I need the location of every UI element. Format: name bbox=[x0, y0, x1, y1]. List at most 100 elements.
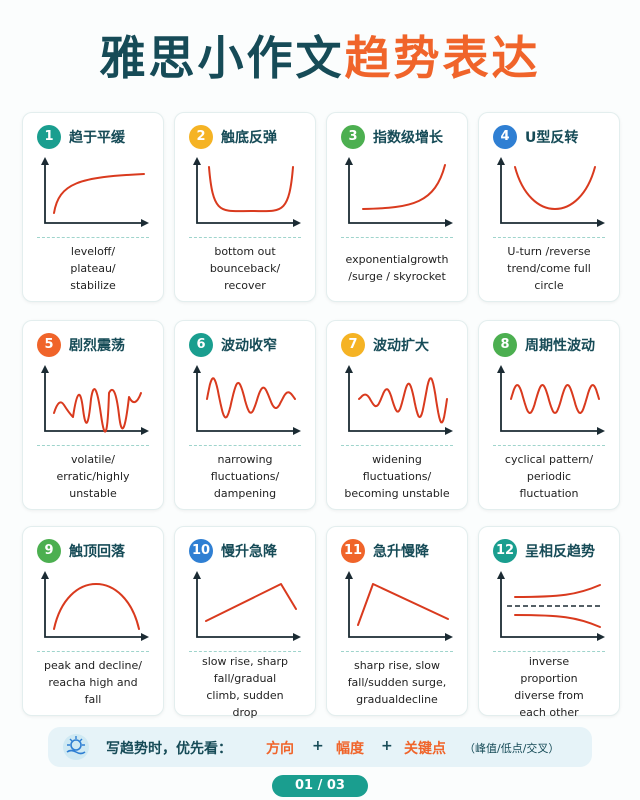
description-line: becoming unstable bbox=[344, 487, 450, 500]
trend-card: 7 波动扩大 widening fluctuations/becoming unsta… bbox=[326, 320, 468, 510]
separator bbox=[493, 237, 605, 238]
title: 雅思小作文趋势表达 bbox=[0, 22, 640, 88]
description-line: proportion bbox=[520, 672, 578, 685]
axes bbox=[348, 573, 451, 638]
trend-card: 8 周期性波动 cyclical pattern/periodic fluctuati… bbox=[478, 320, 620, 510]
description-line: reacha high and bbox=[48, 676, 138, 689]
trend-graph bbox=[41, 571, 149, 641]
trend-graph bbox=[41, 365, 149, 435]
trend-graph bbox=[497, 157, 605, 227]
axes bbox=[500, 367, 603, 432]
trend-graph bbox=[345, 571, 453, 641]
trend-card: 4 U型反转 U-turn /reverse trend/come full circl… bbox=[478, 112, 620, 302]
card-number: 10 bbox=[189, 539, 213, 563]
curve-group bbox=[208, 166, 294, 213]
trend-graph bbox=[193, 365, 301, 435]
description-line: inverse bbox=[528, 655, 570, 668]
tip-note: （峰值/低点/交叉） bbox=[464, 742, 560, 755]
description-line: stabilize bbox=[70, 279, 116, 292]
separator bbox=[341, 445, 453, 446]
description-line: leveloff/ bbox=[70, 245, 116, 258]
trend-graph bbox=[345, 365, 453, 435]
description: exponentialgrowth/surge / skyrocket bbox=[331, 251, 463, 285]
arrow bbox=[497, 157, 605, 227]
arrow bbox=[193, 365, 301, 435]
card-title: 触顶回落 bbox=[69, 544, 125, 560]
description: leveloff/plateau/stabilize bbox=[27, 243, 159, 294]
description-line: trend/come full bbox=[507, 262, 591, 275]
description-line: fluctuation bbox=[519, 487, 579, 500]
description-line: bounceback/ bbox=[209, 262, 281, 275]
tip-bar: 写趋势时，优先看： 方向 + 幅度 + 关键点 （峰值/低点/交叉） bbox=[48, 727, 592, 767]
trend-graph bbox=[497, 571, 605, 641]
axes bbox=[196, 573, 299, 638]
description: narrowing fluctuations/dampening bbox=[179, 451, 311, 502]
axes bbox=[44, 159, 147, 224]
trend-card: 11 急升慢降 sharp rise, slow fall/sudden surge,… bbox=[326, 526, 468, 716]
separator bbox=[37, 237, 149, 238]
axes bbox=[196, 367, 299, 432]
card-title: U型反转 bbox=[525, 130, 579, 146]
description-line: climb, sudden bbox=[206, 689, 284, 702]
title-accent: 趋势表达 bbox=[344, 31, 541, 85]
description: bottom out bounceback/recover bbox=[179, 243, 311, 294]
trend-card: 6 波动收窄 narrowing fluctuations/dampening bbox=[174, 320, 316, 510]
tip-lead: 写趋势时，优先看： bbox=[106, 741, 232, 757]
description: U-turn /reverse trend/come full circle bbox=[483, 243, 615, 294]
curve-group bbox=[362, 164, 446, 210]
trend-graph bbox=[193, 157, 301, 227]
separator bbox=[37, 651, 149, 652]
trend-curve bbox=[53, 583, 140, 630]
separator bbox=[189, 651, 301, 652]
curve-group bbox=[507, 584, 603, 628]
description-line: bottom out bbox=[214, 245, 276, 258]
title-main: 雅思小作文 bbox=[99, 31, 345, 85]
tip-icon bbox=[63, 734, 89, 760]
card-title: 波动收窄 bbox=[221, 338, 277, 354]
trend-graph bbox=[497, 365, 605, 435]
tip-item: 幅度 bbox=[336, 741, 364, 757]
trend-graph bbox=[345, 157, 453, 227]
arrow bbox=[193, 571, 301, 641]
axes bbox=[44, 367, 147, 432]
description-line: fluctuations/ bbox=[210, 470, 280, 483]
axes bbox=[348, 367, 451, 432]
card-title: 急升慢降 bbox=[373, 544, 429, 560]
trend-curve bbox=[510, 384, 600, 414]
tip-plus: + bbox=[312, 738, 324, 754]
arrow bbox=[41, 157, 149, 227]
trend-curve bbox=[53, 173, 145, 214]
description-line: gradualdecline bbox=[356, 693, 438, 706]
axes bbox=[500, 159, 603, 224]
description: slow rise, sharp fall/gradual climb, sudde… bbox=[179, 653, 311, 721]
description-line: sharp rise, slow bbox=[353, 659, 441, 672]
card-title: 触底反弹 bbox=[221, 130, 277, 146]
arrow bbox=[497, 365, 605, 435]
description: peak and decline/reacha high and fall bbox=[27, 657, 159, 708]
trend-card: 3 指数级增长 exponentialgrowth/surge / skyrocke… bbox=[326, 112, 468, 302]
trend-curve bbox=[358, 377, 448, 424]
description: widening fluctuations/becoming unstable bbox=[331, 451, 463, 502]
trend-curve bbox=[514, 584, 601, 598]
trend-card: 12 呈相反趋势 inverse proportion diverse from each… bbox=[478, 526, 620, 719]
separator bbox=[189, 237, 301, 238]
description-line: drop bbox=[232, 706, 258, 719]
trend-card: 1 趋于平缓 leveloff/plateau/stabilize bbox=[22, 112, 164, 302]
description-line: erratic/highly bbox=[56, 470, 130, 483]
tip-plus: + bbox=[381, 738, 393, 754]
description-line: fall/sudden surge, bbox=[347, 676, 447, 689]
trend-card: 2 触底反弹 bottom out bounceback/recover bbox=[174, 112, 316, 302]
card-number: 7 bbox=[341, 333, 365, 357]
trend-curve bbox=[206, 377, 296, 419]
card-number: 1 bbox=[37, 125, 61, 149]
description-line: fall/gradual bbox=[213, 672, 277, 685]
trend-curve bbox=[357, 583, 449, 626]
description-line: narrowing bbox=[217, 453, 273, 466]
card-number: 8 bbox=[493, 333, 517, 357]
trend-curve bbox=[53, 388, 142, 433]
card-number: 2 bbox=[189, 125, 213, 149]
card-title: 慢升急降 bbox=[221, 544, 277, 560]
description-line: fluctuations/ bbox=[362, 470, 432, 483]
trend-curve bbox=[362, 164, 446, 210]
